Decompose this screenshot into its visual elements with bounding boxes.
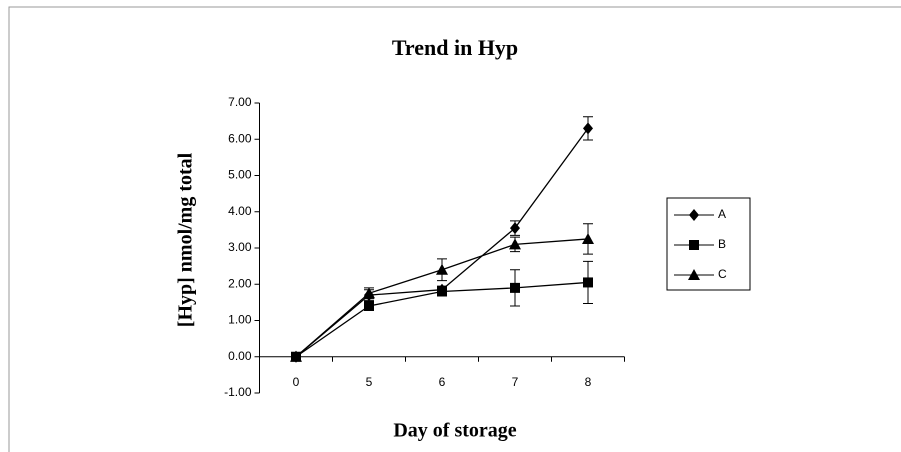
x-axis-label: Day of storage	[393, 420, 516, 442]
data-point	[509, 238, 521, 250]
data-point	[437, 286, 447, 297]
data-point	[510, 222, 520, 235]
y-tick-label: 0.00	[228, 349, 252, 363]
data-point	[582, 232, 594, 244]
y-axis-label: [Hyp] nmol/mg total	[175, 152, 197, 327]
y-tick-label: 1.00	[228, 313, 252, 327]
data-point	[436, 263, 448, 275]
legend-marker	[688, 269, 700, 280]
legend-label: A	[718, 207, 726, 221]
legend-marker	[689, 209, 699, 221]
data-point	[583, 277, 593, 288]
data-point	[510, 282, 520, 293]
x-tick-label: 6	[439, 375, 446, 389]
data-point	[364, 301, 374, 311]
chart-frame	[8, 6, 901, 452]
legend-marker	[689, 240, 699, 250]
y-tick-label: 2.00	[228, 276, 252, 290]
y-tick-label: 7.00	[228, 95, 252, 109]
chart-title: Trend in Hyp	[392, 35, 518, 60]
y-tick-label: 6.00	[228, 131, 252, 145]
data-point	[290, 350, 302, 362]
y-tick-label: -1.00	[224, 385, 252, 399]
y-tick-label: 4.00	[228, 204, 252, 218]
y-tick-label: 3.00	[228, 240, 252, 254]
data-point	[363, 287, 375, 299]
x-tick-label: 5	[366, 375, 373, 389]
x-tick-label: 0	[293, 375, 300, 389]
y-tick-label: 5.00	[228, 168, 252, 182]
x-tick-label: 8	[585, 375, 592, 389]
data-point	[583, 122, 593, 135]
x-tick-label: 7	[512, 375, 519, 389]
legend	[666, 197, 751, 291]
legend-label: B	[718, 237, 726, 251]
legend-label: C	[718, 267, 727, 281]
